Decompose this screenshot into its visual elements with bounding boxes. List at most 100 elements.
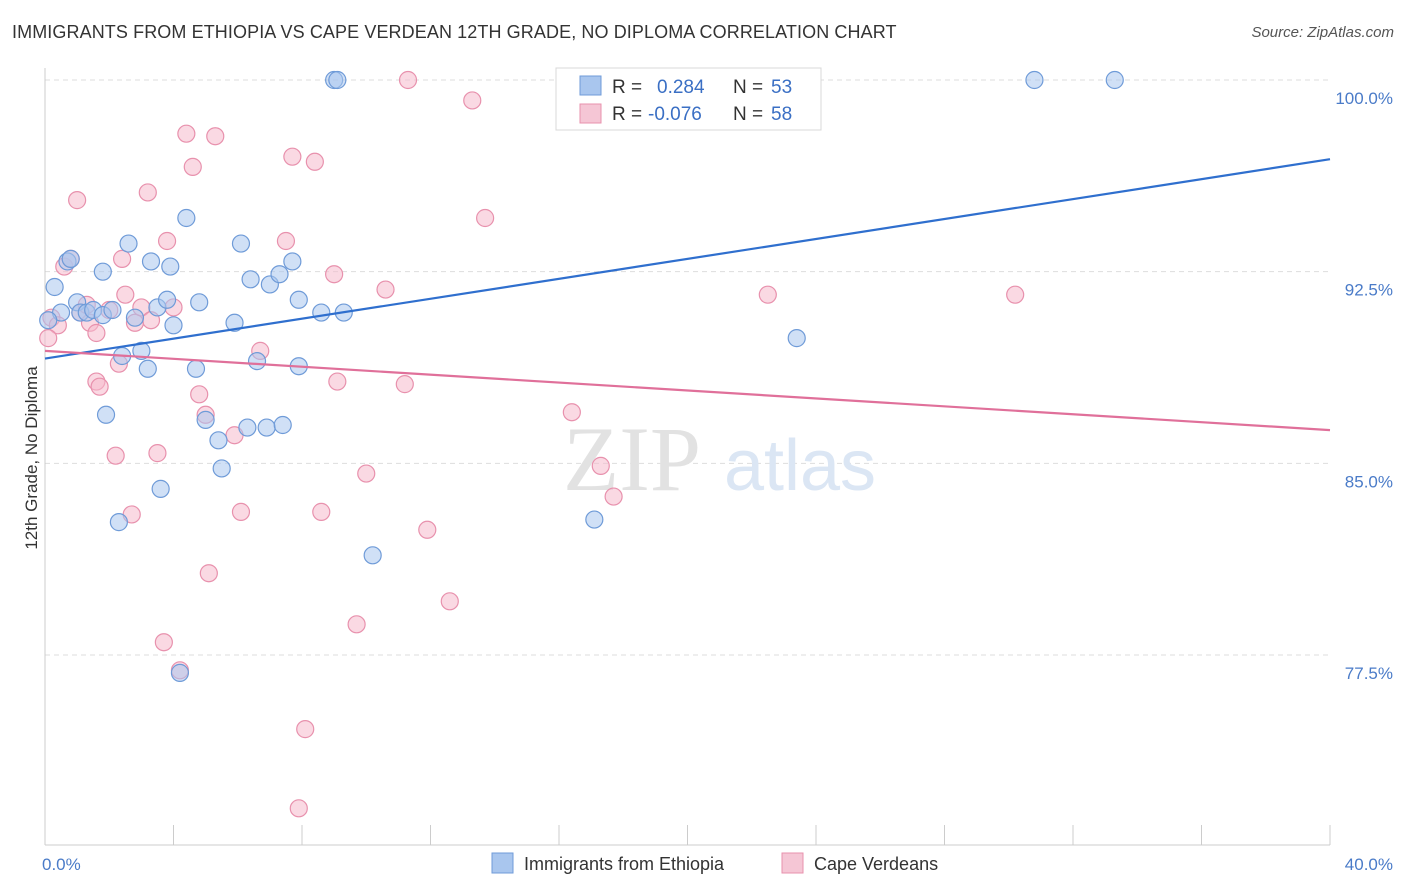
point-cape-verdeans-21 xyxy=(148,444,167,463)
trend-lines xyxy=(44,158,1331,432)
legend-swatch-pink xyxy=(579,103,602,124)
point-cape-verdeans-19 xyxy=(138,183,157,202)
legend-n-value-pink: 58 xyxy=(771,104,792,125)
point-cape-verdeans-42 xyxy=(328,372,347,391)
point-cape-verdeans-12 xyxy=(106,446,125,465)
point-ethiopia-47 xyxy=(170,663,190,682)
point-cape-verdeans-8 xyxy=(87,323,106,343)
point-ethiopia-0 xyxy=(45,277,64,297)
point-ethiopia-31 xyxy=(247,352,267,371)
series-legend-swatch-cape-verdeans xyxy=(781,852,804,874)
point-cape-verdeans-15 xyxy=(116,285,135,304)
point-ethiopia-14 xyxy=(132,341,151,360)
legend-r-label-pink: R = xyxy=(612,104,642,125)
point-ethiopia-19 xyxy=(161,257,180,276)
point-ethiopia-18 xyxy=(157,290,177,309)
y-tick-labels: 100.0% 92.5% 85.0% 77.5% xyxy=(1335,89,1393,683)
legend-n-label-pink: N = xyxy=(733,104,763,125)
legend-swatch-blue xyxy=(579,75,602,96)
point-ethiopia-52 xyxy=(39,311,58,330)
point-ethiopia-24 xyxy=(196,410,215,429)
point-cape-verdeans-31 xyxy=(206,127,225,146)
point-cape-verdeans-49 xyxy=(440,592,459,611)
point-ethiopia-13 xyxy=(125,308,145,327)
point-cape-verdeans-35 xyxy=(276,231,296,251)
point-cape-verdeans-46 xyxy=(395,375,414,394)
correlation-legend: R = 0.284 N = 53 R = -0.076 N = 58 xyxy=(555,67,822,131)
point-cape-verdeans-10 xyxy=(90,377,109,396)
point-cape-verdeans-37 xyxy=(289,799,308,818)
point-ethiopia-49 xyxy=(787,329,806,348)
point-ethiopia-28 xyxy=(231,234,251,253)
point-ethiopia-27 xyxy=(225,313,244,332)
point-cape-verdeans-38 xyxy=(296,720,315,739)
point-cape-verdeans-52 xyxy=(562,403,581,422)
point-ethiopia-35 xyxy=(273,415,292,435)
point-cape-verdeans-55 xyxy=(758,285,777,304)
point-ethiopia-50 xyxy=(1025,70,1044,90)
legend-r-value-pink: -0.076 xyxy=(648,104,702,125)
series-legend: Immigrants from Ethiopia Cape Verdeans xyxy=(491,852,938,874)
point-cape-verdeans-26 xyxy=(177,124,196,143)
x-tick-label-0: 0.0% xyxy=(42,855,81,874)
point-ethiopia-36 xyxy=(283,252,302,271)
point-cape-verdeans-36 xyxy=(283,147,302,166)
y-tick-label-1: 92.5% xyxy=(1345,281,1393,300)
point-cape-verdeans-23 xyxy=(157,231,177,251)
y-tick-label-0: 100.0% xyxy=(1335,89,1393,108)
point-cape-verdeans-44 xyxy=(357,464,376,483)
point-ethiopia-38 xyxy=(289,290,308,309)
point-ethiopia-48 xyxy=(585,510,604,529)
legend-r-label-blue: R = xyxy=(612,77,642,98)
point-ethiopia-3 xyxy=(61,249,80,268)
series-legend-swatch-ethiopia xyxy=(491,852,514,874)
point-ethiopia-46 xyxy=(151,479,170,498)
point-cape-verdeans-50 xyxy=(463,91,482,110)
chart-title: IMMIGRANTS FROM ETHIOPIA VS CAPE VERDEAN… xyxy=(12,22,897,42)
point-ethiopia-39 xyxy=(312,303,331,322)
point-ethiopia-41 xyxy=(328,70,347,90)
y-axis-label: 12th Grade, No Diploma xyxy=(22,366,41,550)
trend-line-cape-verdeans xyxy=(44,349,1331,432)
point-ethiopia-32 xyxy=(257,418,276,437)
point-cape-verdeans-56 xyxy=(1006,285,1025,304)
point-ethiopia-34 xyxy=(270,265,289,284)
point-ethiopia-16 xyxy=(141,252,161,271)
point-ethiopia-43 xyxy=(363,546,382,565)
point-cape-verdeans-4 xyxy=(68,191,87,210)
axes xyxy=(44,68,1331,846)
trend-line-ethiopia xyxy=(44,158,1331,360)
legend-n-value-blue: 53 xyxy=(771,77,792,98)
point-cape-verdeans-28 xyxy=(190,385,209,404)
series-legend-label-ethiopia: Immigrants from Ethiopia xyxy=(524,854,725,874)
point-cape-verdeans-40 xyxy=(312,502,331,521)
point-cape-verdeans-47 xyxy=(398,70,418,90)
point-ethiopia-51 xyxy=(1105,70,1124,90)
source-credit: Source: ZipAtlas.com xyxy=(1251,24,1394,41)
watermark-atlas: atlas xyxy=(724,426,876,506)
point-ethiopia-15 xyxy=(138,359,157,378)
series-ethiopia xyxy=(39,70,1124,682)
point-cape-verdeans-33 xyxy=(231,502,251,521)
point-ethiopia-30 xyxy=(241,270,260,289)
point-cape-verdeans-27 xyxy=(183,157,202,176)
point-ethiopia-44 xyxy=(96,405,116,424)
point-cape-verdeans-30 xyxy=(199,564,218,583)
point-ethiopia-26 xyxy=(212,459,231,478)
point-cape-verdeans-39 xyxy=(305,152,324,171)
gridlines xyxy=(45,79,1330,656)
point-cape-verdeans-53 xyxy=(591,456,610,475)
point-ethiopia-22 xyxy=(190,293,209,312)
point-ethiopia-8 xyxy=(93,262,112,281)
point-cape-verdeans-22 xyxy=(154,633,173,652)
point-ethiopia-25 xyxy=(209,431,228,450)
series-cape-verdeans xyxy=(39,70,1025,818)
point-cape-verdeans-41 xyxy=(325,265,344,284)
watermark-zip: ZIP xyxy=(563,408,701,510)
point-ethiopia-23 xyxy=(186,359,206,378)
legend-n-label-blue: N = xyxy=(733,77,763,98)
point-ethiopia-21 xyxy=(177,208,196,228)
x-tick-labels: 0.0% 40.0% xyxy=(42,855,1393,874)
point-ethiopia-29 xyxy=(238,418,257,437)
